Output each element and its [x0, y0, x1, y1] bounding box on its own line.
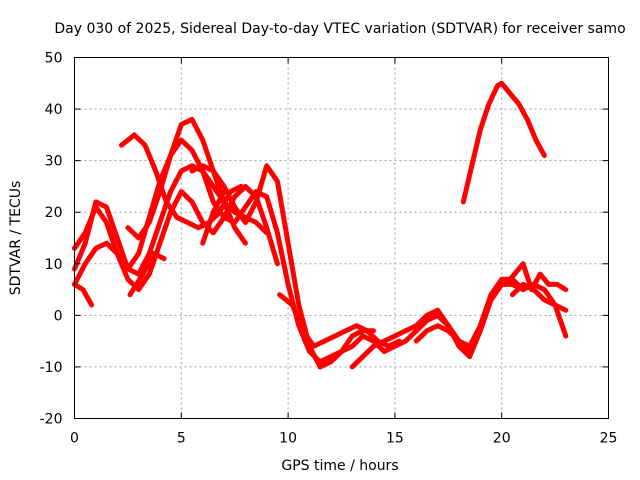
- x-axis-label: GPS time / hours: [281, 458, 398, 474]
- grid-layer: [74, 57, 609, 419]
- x-tick-label: 5: [177, 431, 186, 447]
- x-tick-label: 0: [70, 431, 79, 447]
- x-tick-label: 20: [493, 431, 511, 447]
- y-tick-label: -20: [40, 412, 63, 428]
- series-line-track-15: [503, 261, 569, 293]
- y-axis-label: SDTVAR / TECUs: [8, 181, 24, 296]
- series-line-track-5: [119, 132, 244, 231]
- series-line-track-4: [72, 281, 95, 308]
- x-tick-label: 25: [600, 431, 618, 447]
- y-tick-label: 40: [45, 102, 63, 118]
- series-line-track-9: [200, 189, 227, 246]
- y-tick-label: -10: [40, 360, 63, 376]
- series-layer: [72, 80, 569, 370]
- series-line-track-2: [72, 163, 270, 277]
- y-tick-label: 0: [54, 308, 63, 324]
- plot-frame: [74, 57, 609, 419]
- chart-title: Day 030 of 2025, Sidereal Day-to-day VTE…: [54, 21, 625, 37]
- series-line-track-12: [349, 281, 569, 370]
- series-line-track-16: [509, 281, 569, 313]
- y-tick-label: 50: [45, 51, 63, 67]
- x-tick-label: 15: [386, 431, 404, 447]
- x-tick-label: 10: [279, 431, 297, 447]
- series-line-track-14: [460, 80, 547, 205]
- tick-layer: 0 5 10 15 20 25 -20 -10 0 10 20 30 40 50: [40, 51, 618, 447]
- series-line-track-13: [413, 276, 526, 349]
- series-line-track-6: [125, 116, 248, 246]
- y-tick-label: 10: [45, 257, 63, 273]
- series-line-track-7: [127, 251, 167, 298]
- y-tick-label: 20: [45, 205, 63, 221]
- series-line-track-3: [72, 183, 280, 293]
- y-tick-label: 30: [45, 154, 63, 170]
